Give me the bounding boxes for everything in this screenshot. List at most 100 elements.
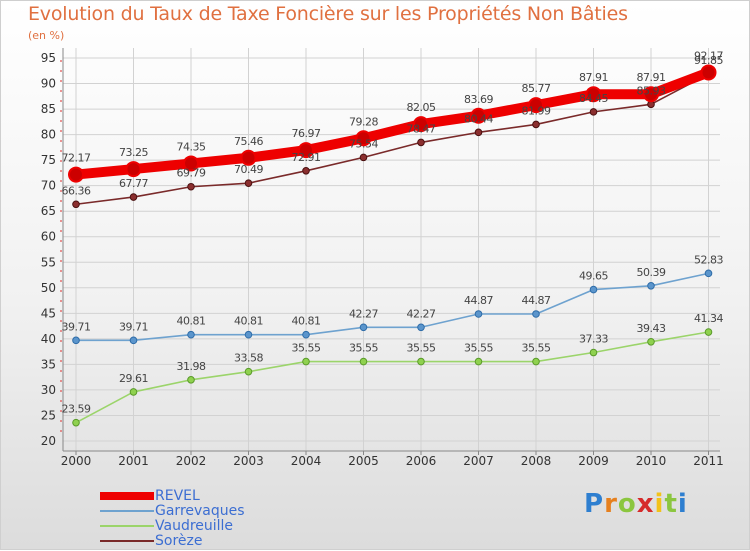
y-unit-label: (en %) [28,29,65,42]
legend-swatch [100,510,154,512]
data-point [589,348,598,357]
data-label: 42.27 [407,307,436,320]
legend-label: Sorèze [155,533,203,549]
data-point [532,120,540,129]
data-point [125,161,142,178]
data-point [589,285,598,294]
x-tick-label: 2009 [578,454,609,468]
data-label: 39.71 [62,320,91,333]
data-label: 49.65 [579,270,608,283]
data-point [72,336,80,345]
data-label: 78.47 [407,122,436,135]
data-point [68,166,84,183]
y-tick-label: 95 [41,51,56,65]
x-tick-label: 2002 [176,454,207,468]
data-label: 74.35 [177,140,206,153]
data-label: 70.49 [234,163,263,176]
data-label: 76.97 [292,127,321,140]
data-label: 35.55 [292,342,321,355]
series-line-revel [71,67,714,180]
data-label: 39.43 [637,322,666,335]
y-tick-label: 75 [41,153,56,167]
x-tick-label: 2007 [463,454,494,468]
series-line-sorèze [75,73,710,206]
x-tick-label: 2004 [291,454,322,468]
data-label: 81.99 [522,104,551,117]
legend-swatch [100,540,154,542]
data-point [470,107,487,124]
data-point [528,97,544,114]
data-point [129,336,138,345]
data-point [532,357,540,366]
y-tick-label: 55 [41,255,56,269]
data-point [359,357,368,366]
data-point [704,328,713,336]
data-label: 35.55 [407,342,436,355]
y-tick-label: 45 [41,306,56,320]
data-point [298,142,314,159]
data-point [704,269,713,278]
data-label: 84.45 [579,92,608,105]
data-point [589,108,598,116]
data-point [72,418,80,427]
data-point [240,149,257,166]
data-label: 91.85 [694,54,723,67]
data-label: 83.69 [464,93,493,106]
data-label: 87.91 [579,71,608,84]
y-tick-label: 20 [41,434,56,448]
data-point [647,337,655,346]
data-label: 35.55 [349,342,378,355]
x-tick-label: 2008 [521,454,552,468]
data-label: 85.93 [637,84,666,97]
data-label: 33.58 [234,352,263,365]
x-tick-label: 2003 [233,454,264,468]
y-tick-label: 25 [41,408,56,422]
x-tick-label: 2011 [693,454,724,468]
y-tick-label: 80 [41,128,56,142]
legend-label: Garrevaques [155,503,245,519]
x-tick-label: 2005 [348,454,379,468]
chart-title: Evolution du Taux de Taxe Foncière sur l… [28,3,628,25]
legend-swatch [100,492,154,500]
data-label: 52.83 [694,253,723,266]
data-label: 66.36 [62,184,91,197]
y-tick-label: 40 [41,332,56,346]
data-point [183,155,199,172]
y-tick-label: 85 [41,102,56,116]
brand-letter: i [677,489,688,519]
data-label: 41.34 [694,312,723,325]
data-point [359,323,368,332]
data-point [700,64,717,81]
data-point [585,86,602,103]
data-label: 80.44 [464,112,493,125]
data-label: 44.87 [464,294,493,307]
data-label: 73.25 [119,146,148,159]
brand-letter: i [654,489,665,519]
data-label: 44.87 [522,294,551,307]
data-point [355,130,372,147]
brand-letter: P [584,489,605,519]
data-point [647,282,655,290]
brand-letter: o [617,489,637,519]
data-label: 40.81 [292,315,321,328]
data-point [244,330,253,339]
data-point [129,388,138,396]
data-point [302,357,310,366]
data-point [417,357,425,366]
data-point [474,310,483,318]
data-label: 35.55 [464,342,493,355]
data-label: 40.81 [234,315,263,328]
legend-swatch [100,525,154,527]
series-line-vaudreuille [75,331,710,424]
data-point [187,376,195,384]
data-point [302,330,310,339]
data-point [302,167,310,175]
data-point [129,193,138,201]
data-label: 69.79 [177,167,206,180]
data-point [474,128,483,137]
data-point [643,86,659,103]
x-tick-label: 2010 [636,454,667,468]
data-point [187,182,195,191]
data-label: 29.61 [119,372,148,385]
